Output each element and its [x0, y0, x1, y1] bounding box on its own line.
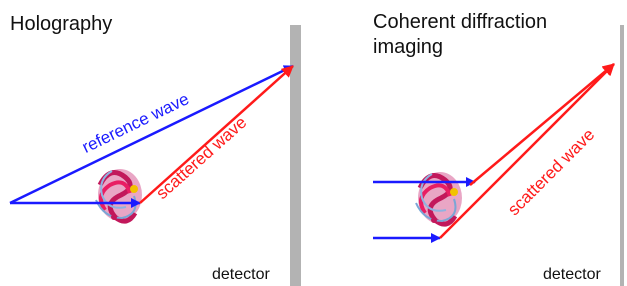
panel-title: Coherent diffraction imaging	[373, 10, 588, 60]
detector-bar	[290, 25, 301, 286]
detector-label: detector	[543, 266, 601, 283]
scattered-arrow	[440, 64, 614, 238]
panel-title: Holography	[10, 12, 112, 37]
detector-label: detector	[212, 266, 270, 283]
protein	[416, 172, 462, 224]
wave-label: scattered wave	[504, 125, 598, 219]
detector-bar	[620, 25, 624, 286]
reference-arrow	[10, 66, 293, 203]
diagram: reference wave scattered wave detector s…	[0, 0, 627, 286]
protein	[96, 169, 142, 221]
